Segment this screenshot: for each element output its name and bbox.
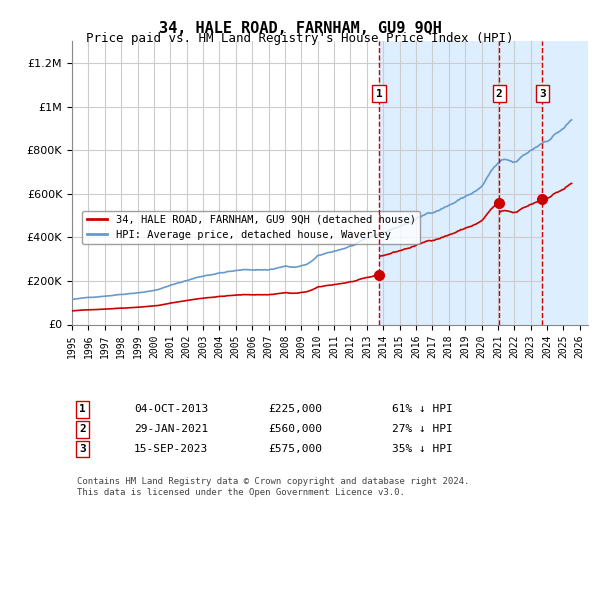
HPI: Average price, detached house, Waverley: (2.02e+03, 5.32e+05): Average price, detached house, Waverley:… bbox=[438, 205, 445, 212]
HPI: Average price, detached house, Waverley: (2e+03, 1.38e+05): Average price, detached house, Waverley:… bbox=[118, 291, 125, 298]
HPI: Average price, detached house, Waverley: (2e+03, 1.15e+05): Average price, detached house, Waverley:… bbox=[68, 296, 76, 303]
Text: 27% ↓ HPI: 27% ↓ HPI bbox=[392, 424, 452, 434]
Text: Price paid vs. HM Land Registry's House Price Index (HPI): Price paid vs. HM Land Registry's House … bbox=[86, 32, 514, 45]
34, HALE ROAD, FARNHAM, GU9 9QH (detached house) bbox=[544, 195, 551, 202]
Bar bbox=[379, 41, 588, 325]
34, HALE ROAD, FARNHAM, GU9 9QH (detached house) bbox=[568, 180, 575, 187]
Text: £575,000: £575,000 bbox=[268, 444, 322, 454]
HPI: Average price, detached house, Waverley: (2.03e+03, 9.39e+05): Average price, detached house, Waverley:… bbox=[568, 116, 575, 123]
Text: 35% ↓ HPI: 35% ↓ HPI bbox=[392, 444, 452, 454]
Line: 34, HALE ROAD, FARNHAM, GU9 9QH (detached house): 34, HALE ROAD, FARNHAM, GU9 9QH (detache… bbox=[500, 183, 572, 212]
Text: Contains HM Land Registry data © Crown copyright and database right 2024.
This d: Contains HM Land Registry data © Crown c… bbox=[77, 477, 470, 497]
Text: 3: 3 bbox=[79, 444, 86, 454]
Text: 1: 1 bbox=[79, 405, 86, 414]
Text: £560,000: £560,000 bbox=[268, 424, 322, 434]
HPI: Average price, detached house, Waverley: (2.02e+03, 4.77e+05): Average price, detached house, Waverley:… bbox=[410, 217, 418, 224]
34, HALE ROAD, FARNHAM, GU9 9QH (detached house) bbox=[553, 189, 560, 196]
Legend: 34, HALE ROAD, FARNHAM, GU9 9QH (detached house), HPI: Average price, detached h: 34, HALE ROAD, FARNHAM, GU9 9QH (detache… bbox=[82, 211, 420, 244]
34, HALE ROAD, FARNHAM, GU9 9QH (detached house) bbox=[517, 205, 524, 212]
Text: 04-OCT-2013: 04-OCT-2013 bbox=[134, 405, 208, 414]
34, HALE ROAD, FARNHAM, GU9 9QH (detached house) bbox=[509, 209, 517, 216]
Text: 1: 1 bbox=[376, 88, 383, 99]
34, HALE ROAD, FARNHAM, GU9 9QH (detached house) bbox=[539, 196, 547, 203]
Bar bbox=[542, 41, 588, 325]
Text: £225,000: £225,000 bbox=[268, 405, 322, 414]
Line: HPI: Average price, detached house, Waverley: HPI: Average price, detached house, Wave… bbox=[72, 120, 572, 300]
Text: 15-SEP-2023: 15-SEP-2023 bbox=[134, 444, 208, 454]
HPI: Average price, detached house, Waverley: (2.01e+03, 3.46e+05): Average price, detached house, Waverley:… bbox=[338, 245, 345, 253]
HPI: Average price, detached house, Waverley: (2e+03, 1.59e+05): Average price, detached house, Waverley:… bbox=[153, 286, 160, 293]
Text: 34, HALE ROAD, FARNHAM, GU9 9QH: 34, HALE ROAD, FARNHAM, GU9 9QH bbox=[158, 21, 442, 35]
Text: 2: 2 bbox=[79, 424, 86, 434]
34, HALE ROAD, FARNHAM, GU9 9QH (detached house) bbox=[561, 185, 568, 192]
Text: 3: 3 bbox=[539, 88, 545, 99]
Text: 2: 2 bbox=[496, 88, 503, 99]
HPI: Average price, detached house, Waverley: (2e+03, 1.86e+05): Average price, detached house, Waverley:… bbox=[171, 280, 178, 287]
34, HALE ROAD, FARNHAM, GU9 9QH (detached house) bbox=[541, 195, 548, 202]
34, HALE ROAD, FARNHAM, GU9 9QH (detached house) bbox=[497, 208, 504, 215]
Text: 61% ↓ HPI: 61% ↓ HPI bbox=[392, 405, 452, 414]
Text: 29-JAN-2021: 29-JAN-2021 bbox=[134, 424, 208, 434]
